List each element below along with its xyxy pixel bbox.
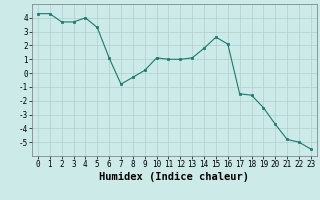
X-axis label: Humidex (Indice chaleur): Humidex (Indice chaleur) <box>100 172 249 182</box>
